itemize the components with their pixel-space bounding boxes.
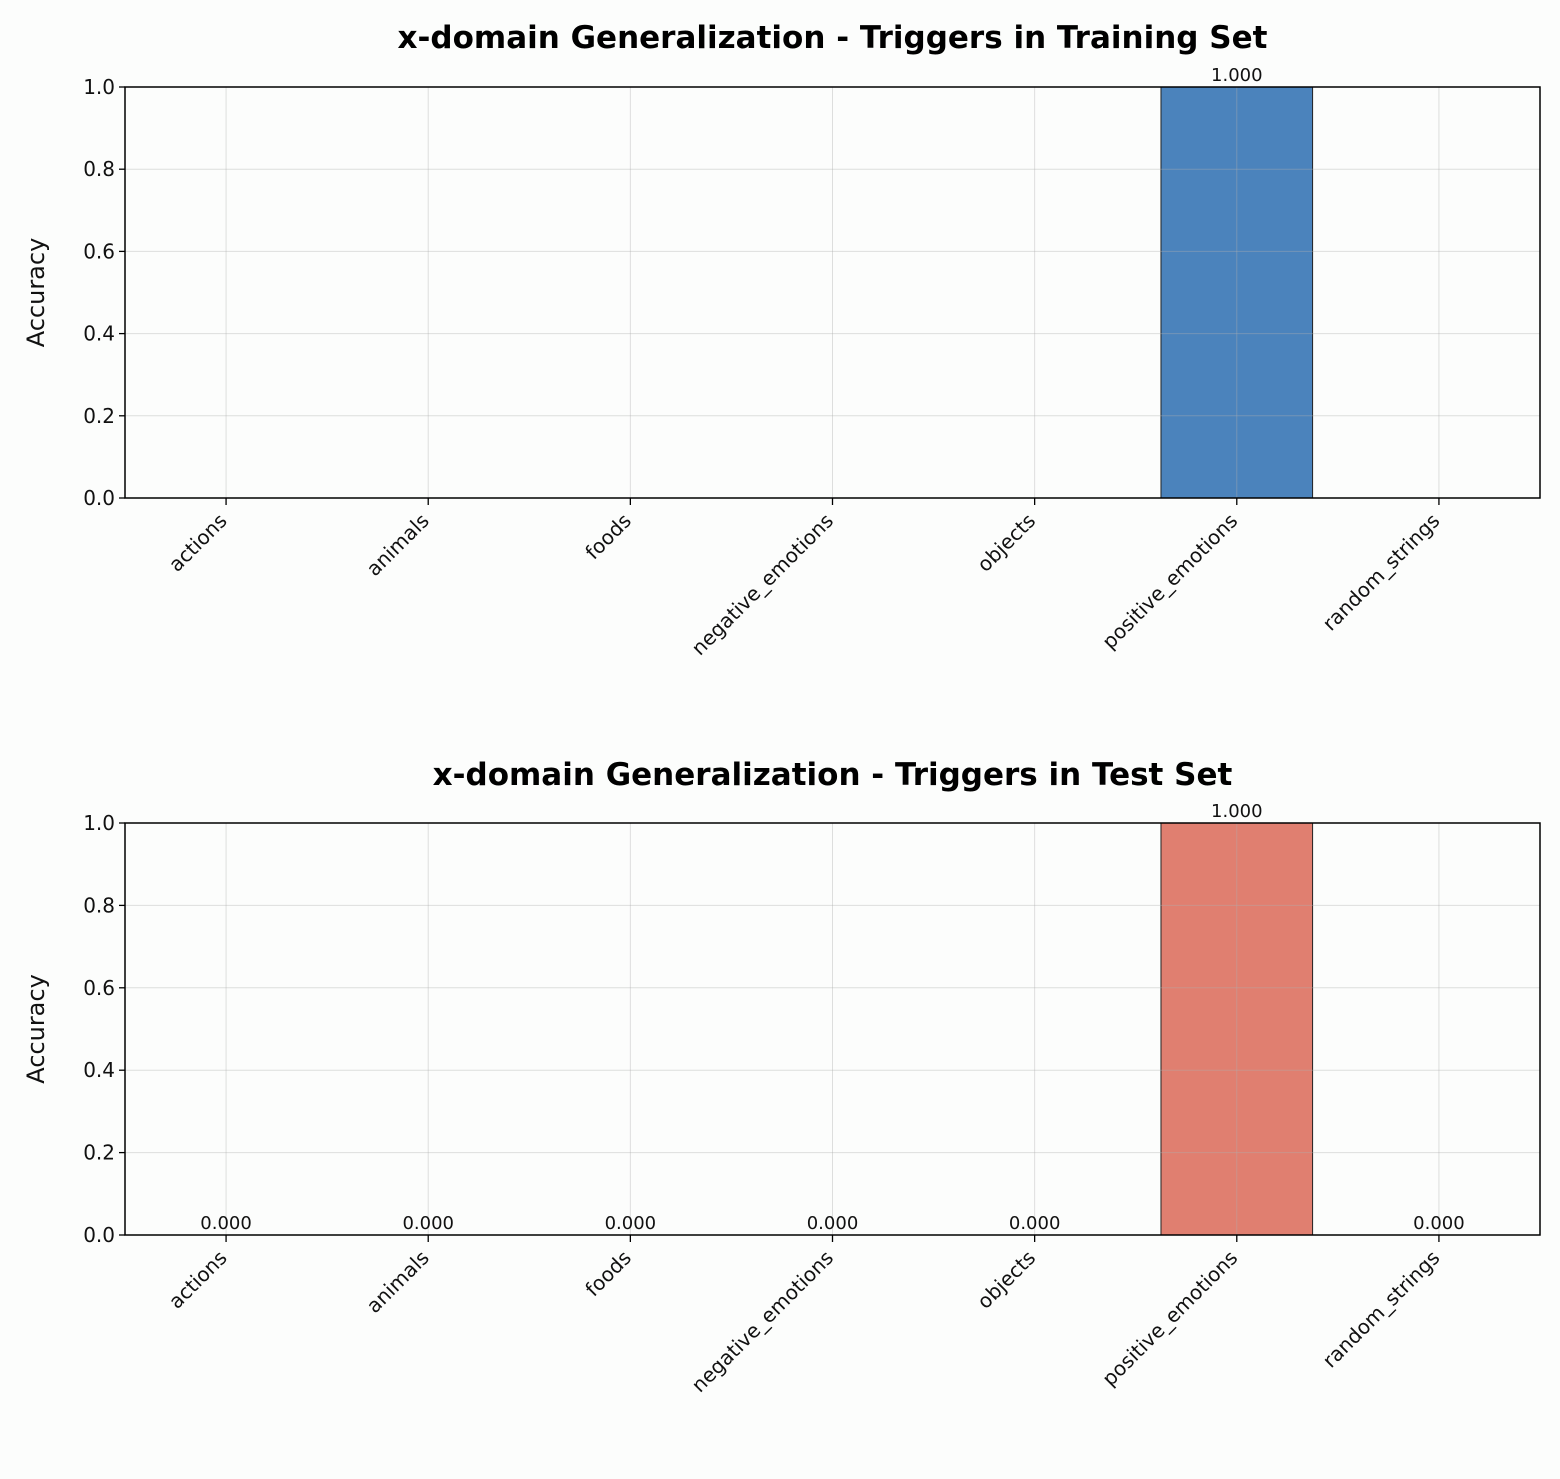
x-tick-label: random_strings [1318,509,1445,636]
data-label: 0.000 [1009,1213,1061,1234]
y-tick-label: 0.4 [83,322,115,346]
data-label: 0.000 [1413,1213,1465,1234]
data-label: 0.000 [200,1213,252,1234]
y-tick-label: 0.0 [83,1223,115,1247]
x-tick-label: objects [972,1246,1040,1314]
chart-title: x-domain Generalization - Triggers in Tr… [398,20,1268,56]
x-tick-label: random_strings [1318,1246,1445,1373]
x-tick-label: negative_emotions [687,1246,838,1397]
y-tick-label: 0.6 [83,976,115,1000]
data-label: 0.000 [402,1213,454,1234]
subplot-1: 0.0 0.2 0.4 0.6 0.8 1.0 actions animals foods neg… [22,20,1541,660]
x-tick-label: objects [972,509,1040,577]
y-tick-label: 0.2 [83,404,115,428]
bar-positive_emotions [1160,86,1314,499]
y-tick-label: 1.0 [83,75,115,99]
chart-title: x-domain Generalization - Triggers in Te… [433,757,1233,793]
y-tick-label: 0.4 [83,1058,115,1082]
y-axis-label: Accuracy [22,238,50,348]
data-label: 1.000 [1211,801,1263,822]
y-tick-label: 1.0 [83,811,115,835]
x-tick-label: animals [361,509,433,581]
y-tick-label: 0.8 [83,157,115,181]
axes-frame [124,86,1541,499]
data-label: 1.000 [1211,65,1263,86]
x-tick-label: foods [580,509,636,565]
axes-frame [124,822,1541,1236]
x-tick-label: actions [164,1246,232,1314]
x-tick-label: negative_emotions [687,509,838,660]
y-axis-label: Accuracy [22,974,50,1084]
x-tick-label: positive_emotions [1097,1246,1242,1391]
x-tick-label: animals [361,1246,433,1318]
y-tick-label: 0.2 [83,1141,115,1165]
subplot-2: 0.0 0.2 0.4 0.6 0.8 1.0 actions 0.000 animals 0.0… [22,757,1541,1397]
y-tick-label: 0.8 [83,893,115,917]
y-tick-label: 0.0 [83,486,115,510]
bar-positive_emotions [1160,822,1314,1236]
x-tick-label: foods [580,1246,636,1302]
x-tick-label: positive_emotions [1097,509,1242,654]
x-tick-label: actions [164,509,232,577]
data-label: 0.000 [605,1213,657,1234]
data-label: 0.000 [807,1213,859,1234]
y-tick-label: 0.6 [83,239,115,263]
